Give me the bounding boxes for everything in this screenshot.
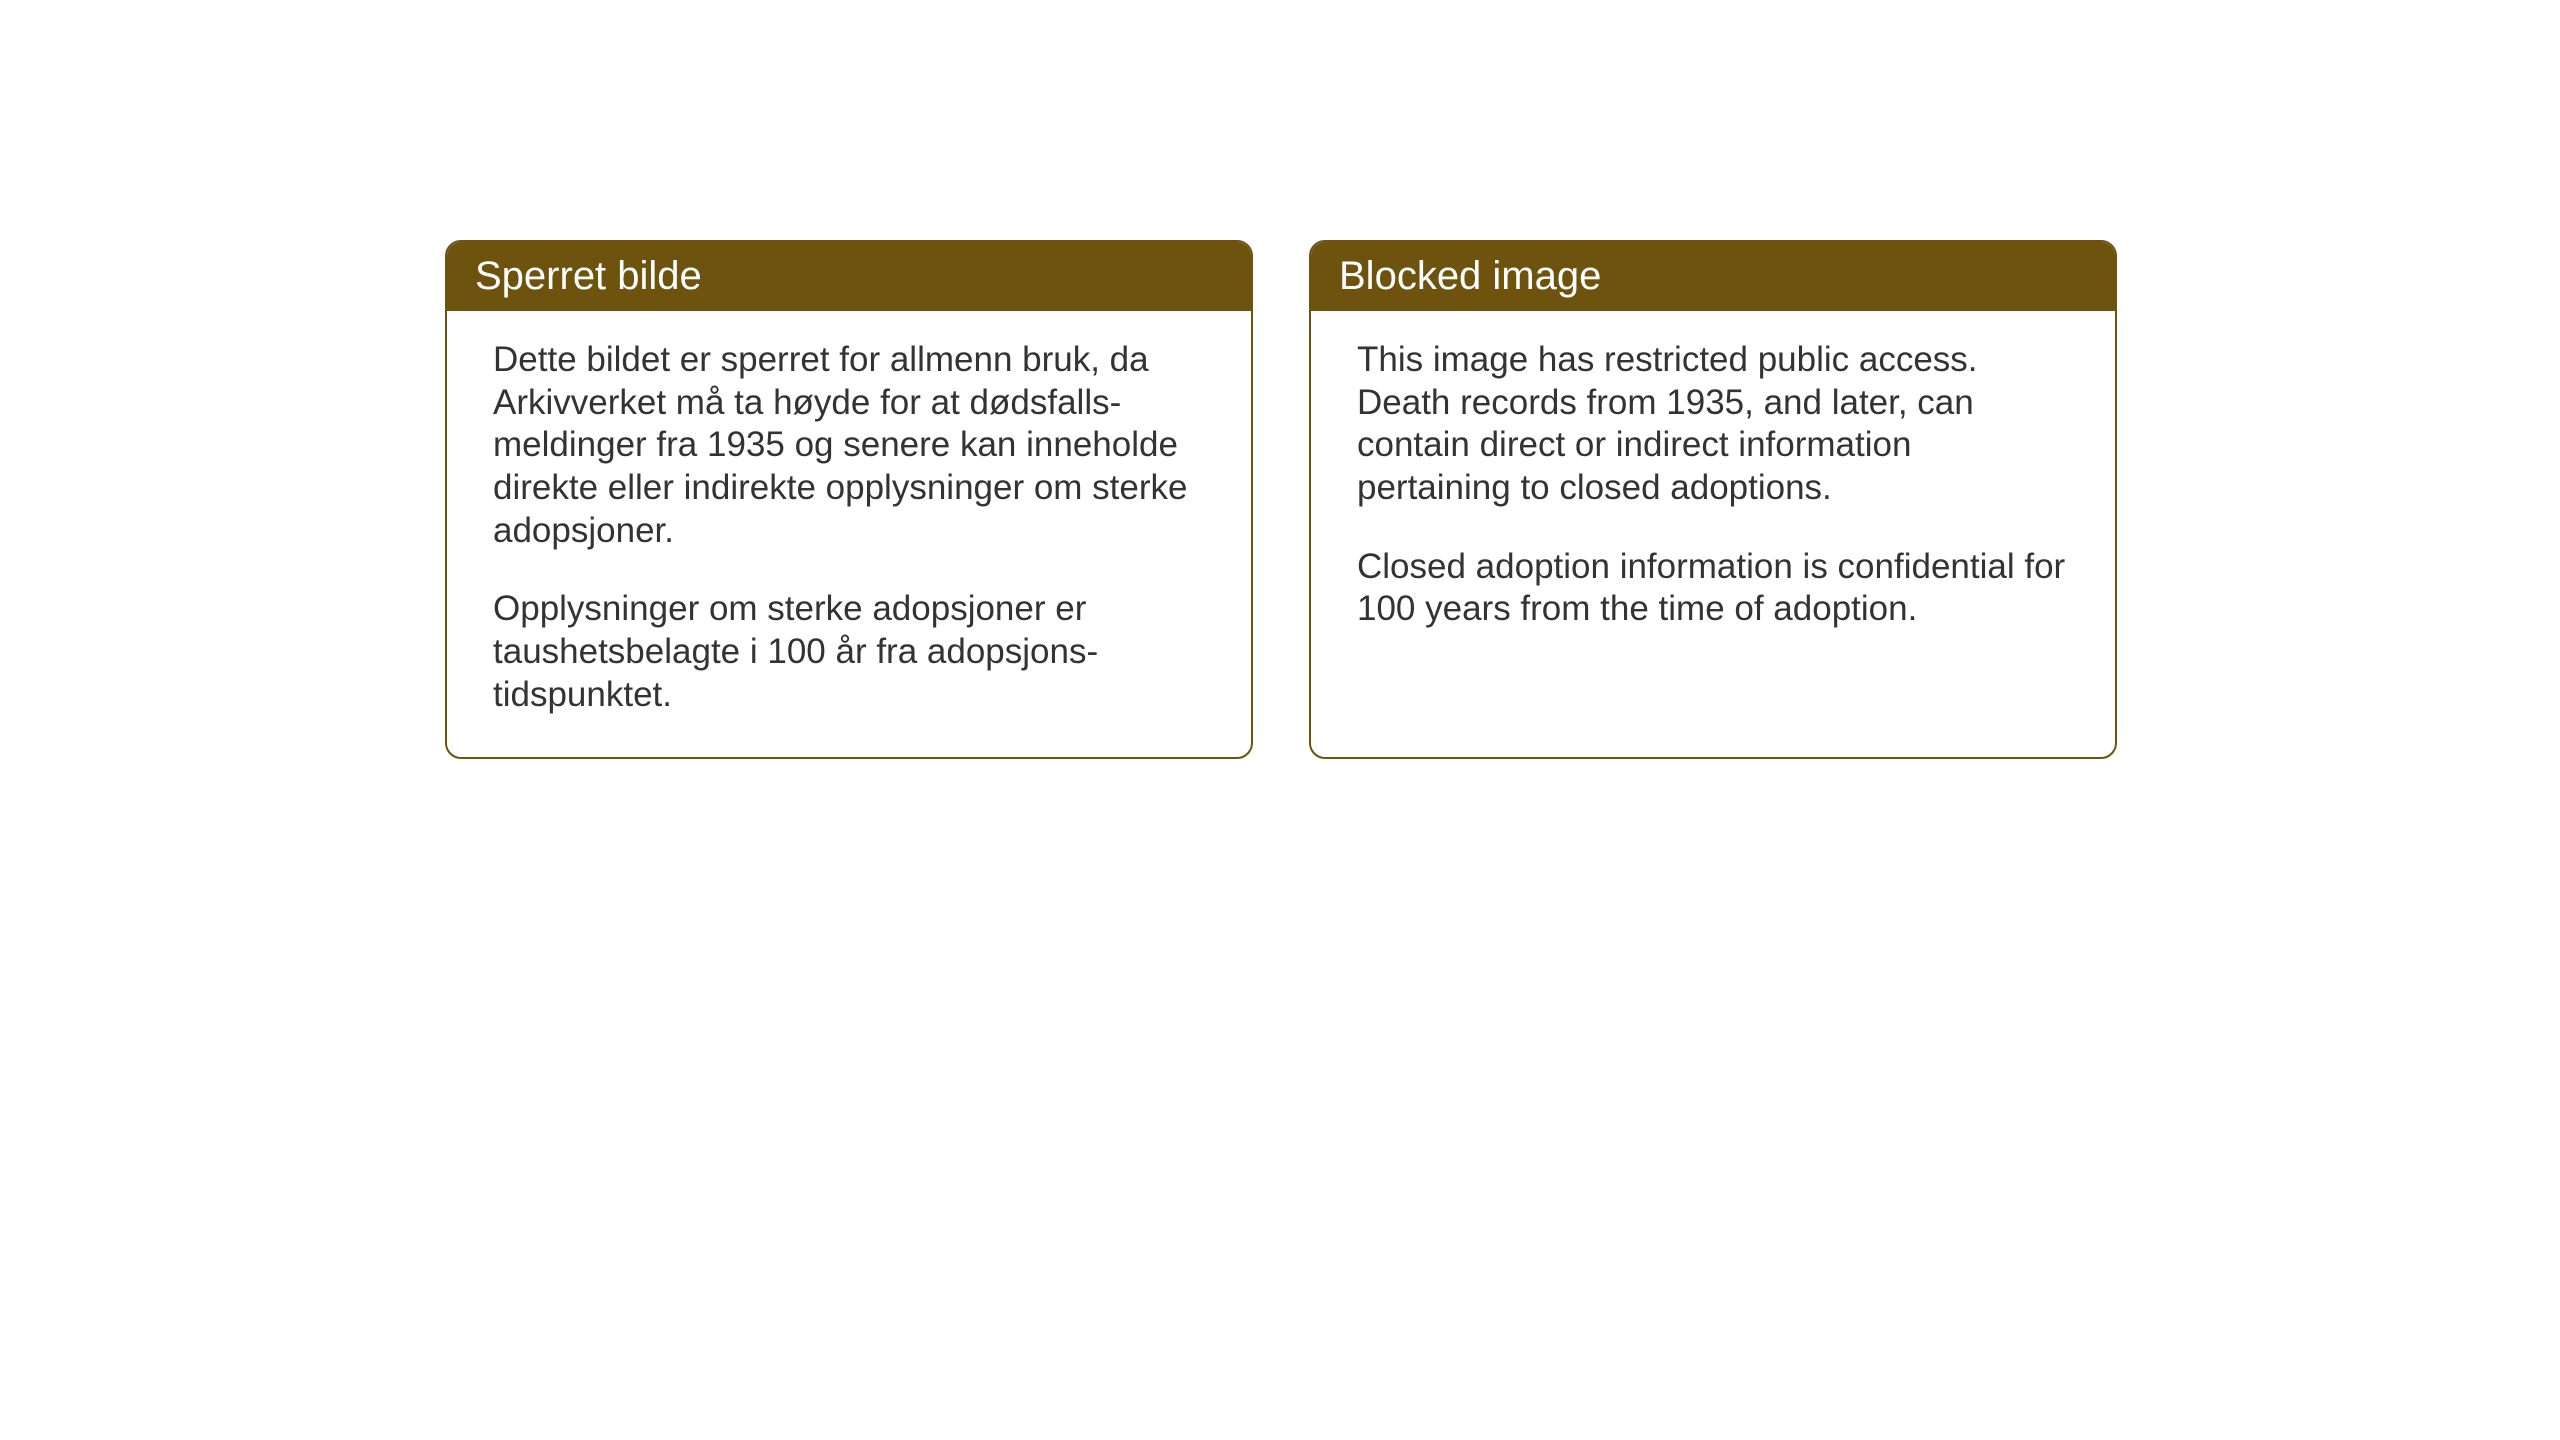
english-card-title: Blocked image xyxy=(1311,242,2115,311)
english-card-body: This image has restricted public access.… xyxy=(1311,311,2115,741)
english-notice-card: Blocked image This image has restricted … xyxy=(1309,240,2117,759)
english-paragraph-2: Closed adoption information is confident… xyxy=(1357,546,2069,631)
notice-container: Sperret bilde Dette bildet er sperret fo… xyxy=(445,240,2117,759)
norwegian-paragraph-1: Dette bildet er sperret for allmenn bruk… xyxy=(493,339,1205,552)
english-paragraph-1: This image has restricted public access.… xyxy=(1357,339,2069,510)
norwegian-notice-card: Sperret bilde Dette bildet er sperret fo… xyxy=(445,240,1253,759)
norwegian-paragraph-2: Opplysninger om sterke adopsjoner er tau… xyxy=(493,588,1205,716)
norwegian-card-title: Sperret bilde xyxy=(447,242,1251,311)
norwegian-card-body: Dette bildet er sperret for allmenn bruk… xyxy=(447,311,1251,757)
